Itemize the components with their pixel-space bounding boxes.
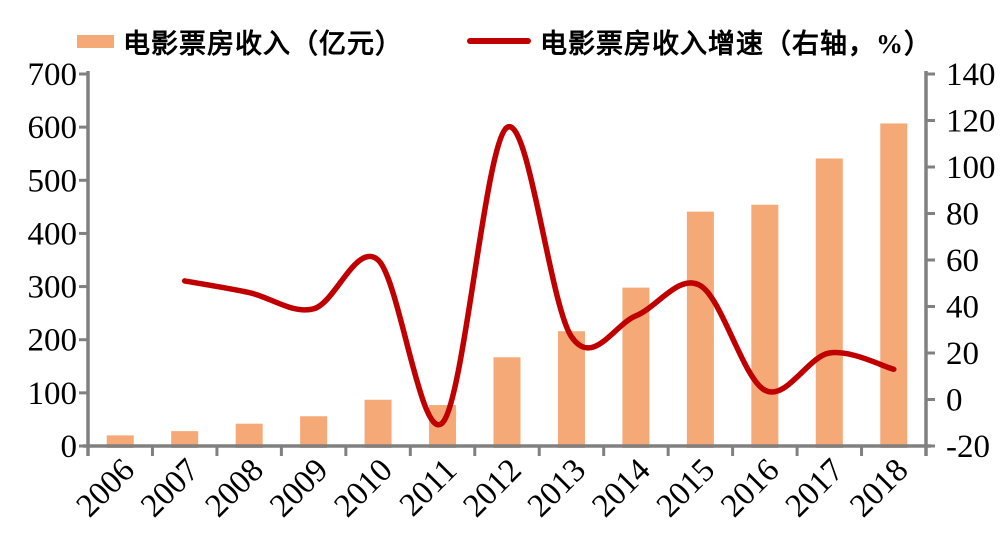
bar-2010	[364, 399, 392, 448]
right-tick-label: 60	[946, 243, 979, 279]
x-label-2014: 2014	[585, 452, 657, 524]
x-label-2016: 2016	[714, 452, 786, 524]
bar-2015	[686, 211, 714, 448]
bar-2009	[300, 416, 328, 448]
line-series-swatch	[467, 38, 531, 44]
left-tick-label: 100	[28, 376, 78, 412]
left-tick-label: 700	[28, 57, 78, 93]
right-tick-label: 20	[946, 336, 979, 372]
right-tick-label: 140	[946, 57, 996, 93]
x-label-2013: 2013	[521, 452, 593, 524]
x-label-2007: 2007	[134, 452, 206, 524]
right-tick-label: -20	[946, 429, 990, 465]
bar-2007	[171, 431, 199, 448]
x-label-2012: 2012	[457, 452, 529, 524]
bar-2011	[429, 405, 457, 448]
bar-2016	[751, 204, 779, 448]
legend-item-line-series: 电影票房收入增速（右轴，%）	[467, 22, 932, 60]
x-label-2018: 2018	[843, 452, 915, 524]
x-label-2011: 2011	[393, 452, 464, 523]
growth-line	[181, 124, 897, 428]
x-label-2010: 2010	[328, 452, 400, 524]
bar-2013	[557, 331, 585, 448]
bar-series-swatch	[77, 34, 114, 48]
left-tick-label: 300	[28, 270, 78, 306]
x-label-2017: 2017	[779, 452, 851, 524]
x-label-2006: 2006	[70, 452, 142, 524]
right-tick-label: 0	[946, 383, 963, 419]
right-tick-label: 80	[946, 197, 979, 233]
left-tick-label: 400	[28, 216, 78, 252]
left-tick-label: 200	[28, 323, 78, 359]
left-tick-label: 0	[61, 429, 78, 465]
bar-2018	[880, 123, 908, 449]
x-label-2008: 2008	[199, 452, 271, 524]
bar-2008	[235, 423, 263, 448]
bar-2017	[815, 158, 843, 449]
bar-series-label: 电影票房收入（亿元）	[123, 28, 403, 59]
left-tick-label: 500	[28, 163, 78, 199]
x-label-2009: 2009	[263, 452, 335, 524]
right-tick-label: 100	[946, 150, 996, 186]
bar-2012	[493, 357, 521, 448]
legend-item-bar-series: 电影票房收入（亿元）	[77, 22, 403, 60]
right-tick-label: 120	[946, 104, 996, 140]
line-series-label: 电影票房收入增速（右轴，%）	[540, 28, 932, 59]
right-tick-label: 40	[946, 290, 979, 326]
x-label-2015: 2015	[650, 452, 722, 524]
left-tick-label: 600	[28, 110, 78, 146]
legend: 电影票房收入（亿元） 电影票房收入增速（右轴，%）	[0, 22, 1006, 60]
